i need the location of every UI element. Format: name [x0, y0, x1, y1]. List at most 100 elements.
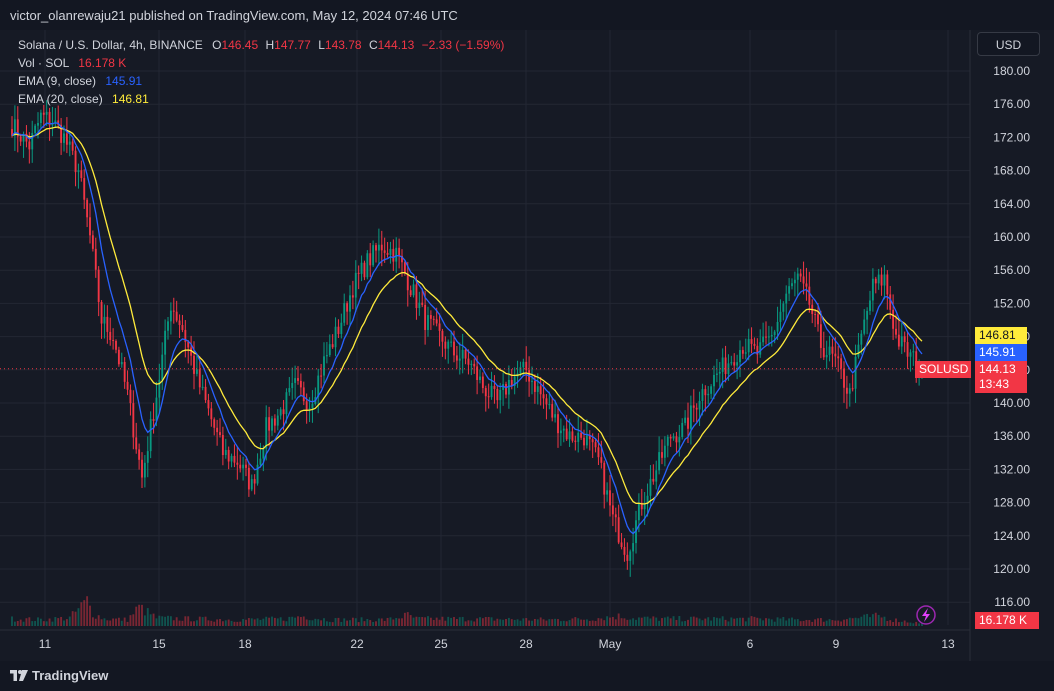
candle-body	[580, 432, 583, 438]
volume-bar	[854, 617, 857, 626]
volume-bar	[603, 620, 606, 626]
volume-bar	[372, 621, 375, 626]
candle-body	[522, 361, 525, 368]
volume-bar	[632, 618, 635, 626]
header-bar: victor_olanrewaju21 published on Trading…	[0, 0, 1054, 30]
candle-body	[889, 294, 892, 310]
candle-body	[447, 341, 450, 349]
volume-bar	[675, 619, 678, 626]
candle-body	[386, 252, 389, 255]
volume-bar	[354, 618, 357, 626]
candle-body	[268, 417, 271, 431]
symbol-row[interactable]: Solana / U.S. Dollar, 4h, BINANCE O146.4…	[18, 36, 504, 54]
candle-body	[51, 123, 54, 126]
volume-row[interactable]: Vol · SOL 16.178 K	[18, 54, 504, 72]
volume-bar	[141, 604, 143, 626]
x-tick-label: 22	[350, 637, 364, 651]
tradingview-logo[interactable]: TradingView	[10, 668, 108, 683]
candle-body	[513, 376, 516, 386]
volume-bar	[799, 621, 802, 626]
candle-body	[562, 428, 565, 431]
y-tick-label: 164.00	[993, 197, 1030, 211]
candle-body	[242, 464, 245, 469]
candle-body	[273, 418, 276, 426]
candle-body	[106, 316, 109, 332]
chart-area[interactable]: 180.00 176.00 172.00 168.00 164.00 160.00 156.…	[0, 30, 1054, 661]
change-value: −2.33 (−1.59%)	[421, 38, 505, 52]
candle-body	[138, 449, 141, 460]
volume-bar	[143, 615, 146, 626]
candle-body	[718, 371, 721, 374]
volume-bar	[366, 619, 369, 626]
candle-body	[476, 366, 479, 381]
y-tick-label: 124.00	[993, 529, 1030, 543]
volume-bar	[31, 621, 34, 626]
candle-body	[236, 462, 239, 465]
candle-body	[141, 459, 143, 478]
candle-body	[666, 436, 669, 446]
volume-bar	[112, 618, 115, 626]
ema9-row[interactable]: EMA (9, close) 145.91	[18, 72, 504, 90]
volume-bar	[470, 620, 473, 626]
volume-bar	[253, 619, 256, 626]
candle-body	[167, 321, 169, 331]
volume-bar	[545, 620, 548, 626]
price-chart[interactable]: 180.00 176.00 172.00 168.00 164.00 160.00 156.…	[0, 30, 1054, 661]
candle-body	[22, 133, 25, 142]
volume-bar	[172, 620, 175, 626]
volume-bar	[721, 616, 724, 626]
volume-bar	[655, 617, 658, 626]
volume-bar	[57, 618, 60, 626]
volume-bar	[895, 618, 897, 626]
volume-bar	[236, 621, 239, 626]
published-info: victor_olanrewaju21 published on Trading…	[10, 8, 458, 23]
volume-bar	[106, 620, 109, 626]
volume-bar	[672, 616, 675, 626]
candle-body	[432, 318, 435, 320]
candle-body	[646, 495, 649, 504]
volume-bar	[565, 621, 568, 626]
candle-body	[39, 112, 42, 123]
volume-bar	[741, 617, 744, 626]
volume-bar	[496, 618, 499, 626]
volume-bar	[311, 620, 314, 626]
volume-bar	[710, 620, 713, 626]
candle-body	[233, 455, 236, 463]
volume-bar	[808, 620, 811, 626]
ema20-row[interactable]: EMA (20, close) 146.81	[18, 90, 504, 108]
ema9-price-badge: 145.91	[975, 344, 1027, 361]
candle-body	[207, 400, 210, 409]
currency-button[interactable]: USD	[977, 32, 1040, 56]
candle-body	[542, 394, 545, 399]
candle-body	[487, 396, 490, 398]
volume-bar	[74, 611, 77, 626]
candle-body	[398, 247, 401, 256]
volume-bar	[678, 616, 681, 626]
candle-body	[334, 326, 337, 348]
x-tick-label: 28	[519, 637, 533, 651]
candle-body	[213, 419, 216, 428]
volume-bar	[126, 621, 129, 626]
volume-bar	[773, 621, 776, 626]
volume-bar	[447, 616, 450, 626]
candle-body	[195, 369, 198, 374]
volume-bar	[669, 618, 672, 626]
candle-body	[421, 302, 424, 305]
candle-body	[724, 357, 727, 374]
candle-body	[245, 464, 247, 468]
candle-body	[611, 505, 614, 515]
candle-body	[470, 363, 473, 365]
candle-body	[770, 335, 773, 337]
volume-bar	[19, 619, 22, 626]
candle-body	[91, 235, 94, 249]
volume-bar	[132, 614, 135, 626]
y-tick-label: 116.00	[994, 595, 1030, 609]
candle-body	[805, 283, 808, 287]
candle-body	[791, 283, 793, 287]
candle-body	[695, 407, 698, 410]
low-value: 143.78	[324, 38, 362, 52]
volume-bar	[513, 619, 516, 626]
candle-body	[100, 302, 103, 324]
volume-bar	[54, 617, 57, 626]
volume-bar	[860, 616, 863, 626]
